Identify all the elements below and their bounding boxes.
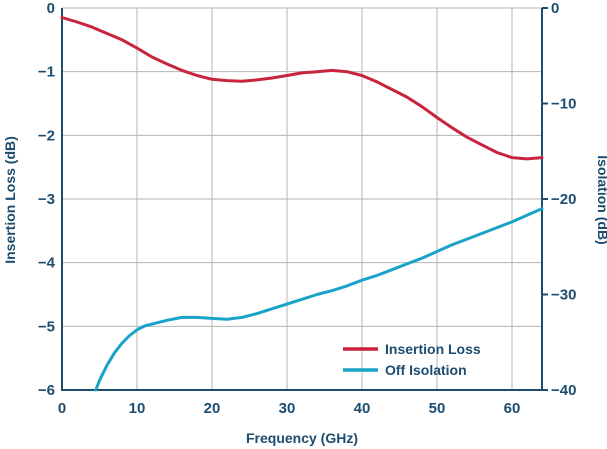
- x-tick-label: 0: [58, 400, 66, 417]
- right-tick-label: 0: [551, 0, 559, 17]
- x-tick-label: 60: [504, 400, 521, 417]
- left-tick-label: −2: [38, 127, 55, 144]
- right-tick-label: −10: [551, 96, 576, 113]
- series-line-off-isolation: [94, 207, 544, 392]
- left-tick-label: −3: [38, 191, 55, 208]
- legend-label-off-isolation: Off Isolation: [385, 362, 467, 378]
- x-tick-label: 30: [279, 400, 296, 417]
- legend: Insertion Loss Off Isolation: [343, 341, 481, 378]
- left-tick-label: −4: [38, 255, 56, 272]
- right-tick-label: −20: [551, 191, 576, 208]
- right-tick-label: −30: [551, 287, 576, 304]
- x-tick-label: 20: [204, 400, 221, 417]
- right-axis-title: Isolation (dB): [595, 155, 607, 244]
- legend-label-insertion-loss: Insertion Loss: [385, 341, 481, 357]
- left-tick-label: 0: [47, 0, 55, 17]
- left-tick-label: −1: [38, 64, 55, 81]
- x-axis-title: Frequency (GHz): [246, 430, 358, 446]
- left-axis-title: Insertion Loss (dB): [2, 136, 18, 264]
- tick-labels: 0 10 20 30 40 50 600−1−2−3−4−5−60−10−20−30−40: [38, 0, 577, 417]
- series-line-insertion-loss: [60, 16, 544, 161]
- right-tick-label: −40: [551, 382, 576, 399]
- left-tick-label: −5: [38, 318, 55, 335]
- left-tick-label: −6: [38, 382, 55, 399]
- axes: [61, 7, 548, 391]
- x-tick-label: 10: [129, 400, 146, 417]
- x-tick-label: 40: [354, 400, 371, 417]
- series-layer: [60, 16, 544, 392]
- x-tick-label: 50: [429, 400, 446, 417]
